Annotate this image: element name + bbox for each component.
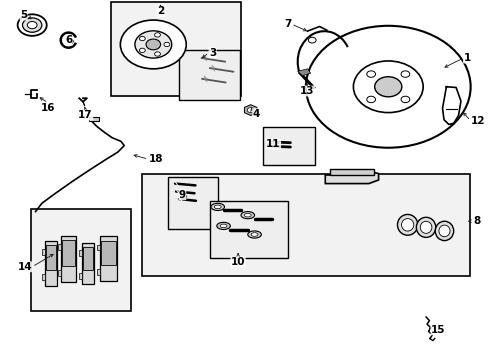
Circle shape: [308, 37, 315, 43]
Bar: [83, 247, 93, 270]
Text: 10: 10: [230, 257, 245, 267]
Bar: [209, 201, 287, 258]
Ellipse shape: [216, 222, 230, 229]
Text: 3: 3: [208, 48, 216, 58]
Bar: [45, 241, 57, 286]
Text: 11: 11: [265, 139, 280, 149]
Polygon shape: [297, 69, 310, 76]
Circle shape: [139, 36, 145, 41]
Bar: [61, 235, 76, 282]
Ellipse shape: [210, 203, 224, 211]
Circle shape: [400, 96, 409, 103]
Ellipse shape: [220, 224, 226, 228]
Text: 8: 8: [472, 216, 479, 226]
Ellipse shape: [214, 205, 221, 209]
Circle shape: [374, 77, 401, 97]
Circle shape: [139, 48, 145, 53]
Bar: [97, 245, 100, 250]
Bar: [31, 210, 130, 311]
Ellipse shape: [244, 213, 251, 217]
Bar: [111, 3, 240, 96]
Text: 17: 17: [78, 110, 93, 120]
Bar: [82, 243, 94, 284]
Circle shape: [22, 18, 42, 32]
Polygon shape: [244, 105, 257, 116]
Bar: [62, 240, 75, 266]
Ellipse shape: [434, 221, 453, 240]
Ellipse shape: [251, 233, 258, 236]
Bar: [142, 174, 468, 276]
Text: 18: 18: [148, 154, 163, 164]
Text: 7: 7: [284, 19, 291, 29]
Text: 2: 2: [157, 6, 164, 17]
Ellipse shape: [415, 217, 435, 237]
Text: 14: 14: [18, 262, 32, 272]
Bar: [179, 50, 239, 100]
Circle shape: [163, 42, 169, 46]
Text: 15: 15: [430, 325, 445, 335]
Ellipse shape: [438, 225, 449, 237]
Bar: [100, 236, 117, 281]
Bar: [89, 117, 99, 121]
Text: 6: 6: [65, 35, 72, 45]
Bar: [167, 177, 217, 229]
Circle shape: [400, 71, 409, 77]
Circle shape: [154, 33, 160, 37]
Bar: [58, 270, 61, 276]
Bar: [42, 249, 45, 255]
Circle shape: [305, 26, 469, 148]
Bar: [42, 274, 45, 280]
Bar: [58, 244, 61, 250]
Text: 4: 4: [252, 109, 260, 119]
Text: 9: 9: [179, 190, 185, 200]
Circle shape: [247, 108, 254, 113]
Circle shape: [120, 20, 186, 69]
Ellipse shape: [419, 221, 431, 233]
Bar: [101, 241, 116, 265]
Text: 1: 1: [463, 53, 469, 63]
Bar: [79, 273, 82, 279]
Text: 13: 13: [300, 86, 314, 96]
Circle shape: [353, 61, 422, 113]
Circle shape: [154, 52, 160, 56]
Circle shape: [135, 31, 171, 58]
Circle shape: [366, 96, 375, 103]
Text: 12: 12: [469, 116, 484, 126]
Circle shape: [27, 22, 37, 29]
Ellipse shape: [401, 219, 413, 231]
Bar: [329, 168, 373, 175]
Text: 16: 16: [41, 103, 55, 113]
Circle shape: [18, 14, 47, 36]
Polygon shape: [325, 171, 378, 184]
Ellipse shape: [397, 215, 417, 235]
Bar: [97, 269, 100, 275]
Text: 5: 5: [20, 10, 27, 20]
Circle shape: [366, 71, 375, 77]
Bar: [263, 127, 314, 165]
Ellipse shape: [241, 212, 254, 219]
Circle shape: [146, 39, 160, 50]
Bar: [79, 250, 82, 256]
Bar: [46, 246, 56, 270]
Ellipse shape: [247, 231, 261, 238]
